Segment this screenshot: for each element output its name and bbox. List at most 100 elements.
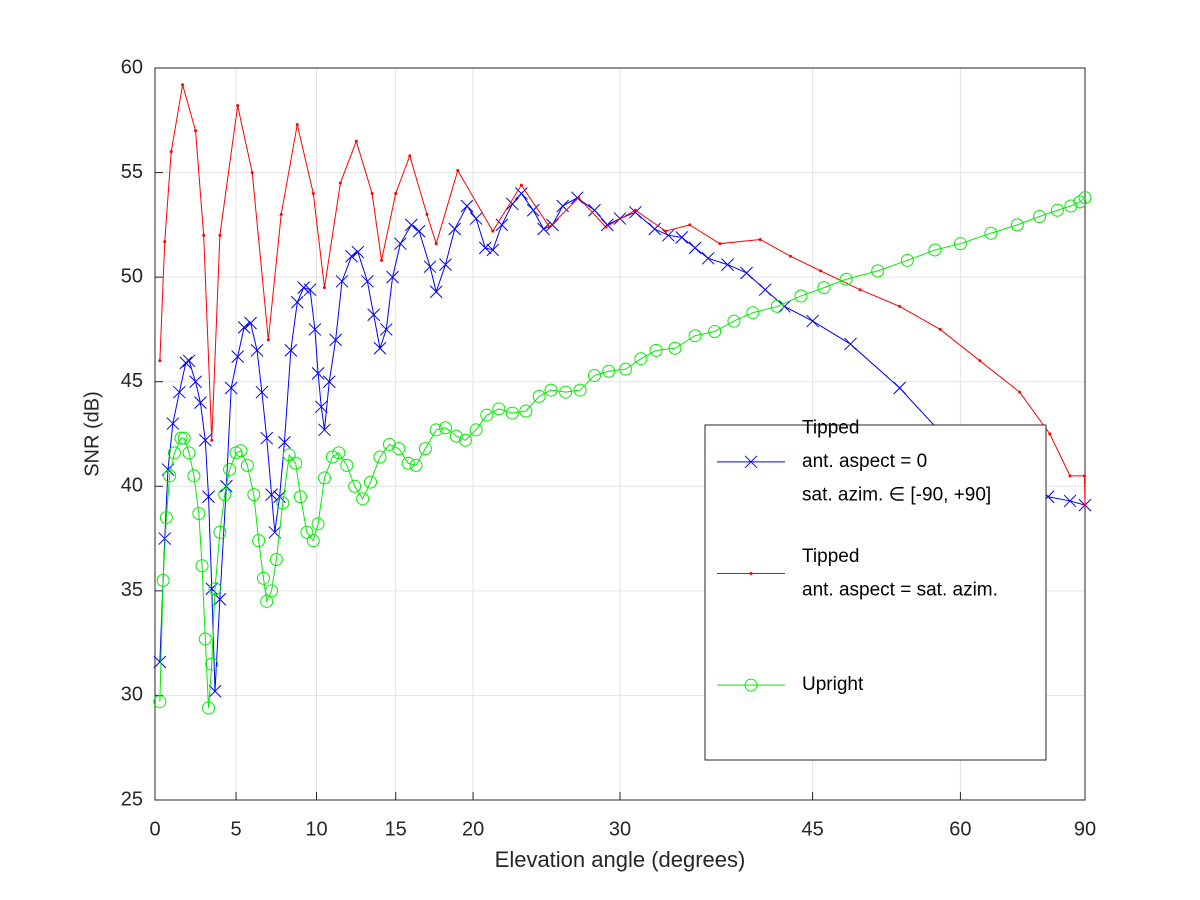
marker <box>600 218 614 232</box>
y-tick-label: 45 <box>121 370 143 392</box>
marker <box>276 496 290 510</box>
x-tick-label: 30 <box>609 818 631 840</box>
marker <box>634 352 648 366</box>
marker <box>329 333 342 347</box>
marker <box>548 225 552 229</box>
x-axis-label: Elevation angle (degrees) <box>495 847 746 872</box>
marker <box>194 396 207 409</box>
marker <box>373 450 387 464</box>
marker <box>250 343 264 357</box>
marker <box>386 270 399 284</box>
x-tick-label: 0 <box>149 818 160 840</box>
marker <box>506 197 519 211</box>
marker <box>250 171 254 175</box>
marker <box>394 237 407 251</box>
marker <box>158 359 162 363</box>
marker <box>778 300 791 313</box>
marker <box>240 458 254 472</box>
marker <box>492 402 506 416</box>
y-tick-label: 60 <box>121 56 143 78</box>
marker <box>587 368 601 382</box>
marker <box>708 325 722 339</box>
marker <box>278 436 291 449</box>
marker <box>486 243 500 257</box>
marker <box>231 350 245 363</box>
marker <box>458 433 472 447</box>
marker <box>449 429 463 443</box>
marker <box>519 183 523 187</box>
marker <box>260 431 274 445</box>
marker <box>758 283 772 297</box>
marker <box>290 295 304 309</box>
x-tick-label: 90 <box>1074 818 1096 840</box>
marker <box>169 150 173 154</box>
marker <box>744 455 758 469</box>
marker <box>434 242 438 246</box>
marker <box>648 222 662 236</box>
marker <box>412 224 426 238</box>
marker <box>537 222 550 236</box>
marker <box>649 343 663 357</box>
marker <box>195 559 209 573</box>
marker <box>338 181 342 185</box>
y-tick-label: 55 <box>121 161 143 183</box>
y-tick-label: 40 <box>121 475 143 497</box>
x-tick-label: 5 <box>230 818 241 840</box>
marker <box>265 488 278 502</box>
x-tick-label: 60 <box>949 818 971 840</box>
marker <box>794 289 808 303</box>
marker <box>311 191 315 195</box>
marker <box>293 490 307 504</box>
y-tick-label: 30 <box>121 684 143 706</box>
marker <box>167 446 181 460</box>
marker <box>588 203 601 217</box>
marker <box>202 233 206 237</box>
marker <box>266 338 270 342</box>
marker <box>172 385 186 399</box>
marker <box>546 218 559 232</box>
marker <box>953 237 967 251</box>
marker <box>335 274 349 288</box>
marker <box>1078 191 1092 205</box>
marker <box>788 254 792 258</box>
marker <box>181 83 185 87</box>
marker <box>361 274 374 288</box>
marker <box>871 264 885 278</box>
marker <box>244 316 257 330</box>
marker <box>480 408 494 422</box>
marker <box>401 456 415 470</box>
marker <box>265 584 279 598</box>
marker <box>978 359 982 363</box>
marker <box>418 442 432 456</box>
marker <box>688 223 692 227</box>
series-line <box>159 197 1086 709</box>
legend-label: Upright <box>802 674 864 695</box>
axes-box <box>154 67 1086 801</box>
marker <box>198 632 212 646</box>
legend-label: Tipped ant. aspect = 0 sat. azim. ∈ [-90, … <box>802 417 991 505</box>
marker <box>202 490 215 504</box>
marker <box>519 404 533 418</box>
marker <box>351 245 365 259</box>
marker <box>1048 432 1052 436</box>
marker <box>604 225 608 229</box>
y-tick-label: 50 <box>121 265 143 287</box>
marker <box>938 327 942 331</box>
marker <box>317 471 331 485</box>
marker <box>208 582 222 596</box>
marker <box>408 154 412 158</box>
marker <box>187 469 201 483</box>
marker <box>394 191 398 195</box>
marker <box>559 385 573 399</box>
marker <box>177 431 191 445</box>
marker <box>478 241 492 255</box>
marker <box>370 191 374 195</box>
marker <box>573 383 587 397</box>
marker <box>325 450 339 464</box>
marker <box>284 343 298 357</box>
marker <box>205 657 219 671</box>
marker <box>1068 474 1072 478</box>
marker <box>237 320 251 334</box>
marker <box>1018 390 1022 394</box>
